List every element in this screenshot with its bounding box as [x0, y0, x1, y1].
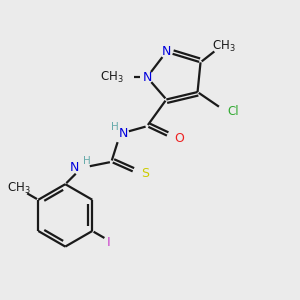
Text: O: O [175, 132, 184, 145]
Text: I: I [107, 236, 111, 249]
Text: H: H [111, 122, 119, 132]
Text: N: N [142, 71, 152, 84]
Text: Cl: Cl [227, 105, 239, 118]
Text: CH$_3$: CH$_3$ [7, 181, 31, 196]
Text: N: N [162, 45, 171, 58]
Text: CH$_3$: CH$_3$ [100, 70, 123, 85]
Text: CH$_3$: CH$_3$ [212, 38, 236, 53]
Text: S: S [141, 167, 149, 180]
Text: N: N [119, 127, 128, 140]
Text: H: H [83, 156, 91, 166]
Text: N: N [69, 161, 79, 174]
